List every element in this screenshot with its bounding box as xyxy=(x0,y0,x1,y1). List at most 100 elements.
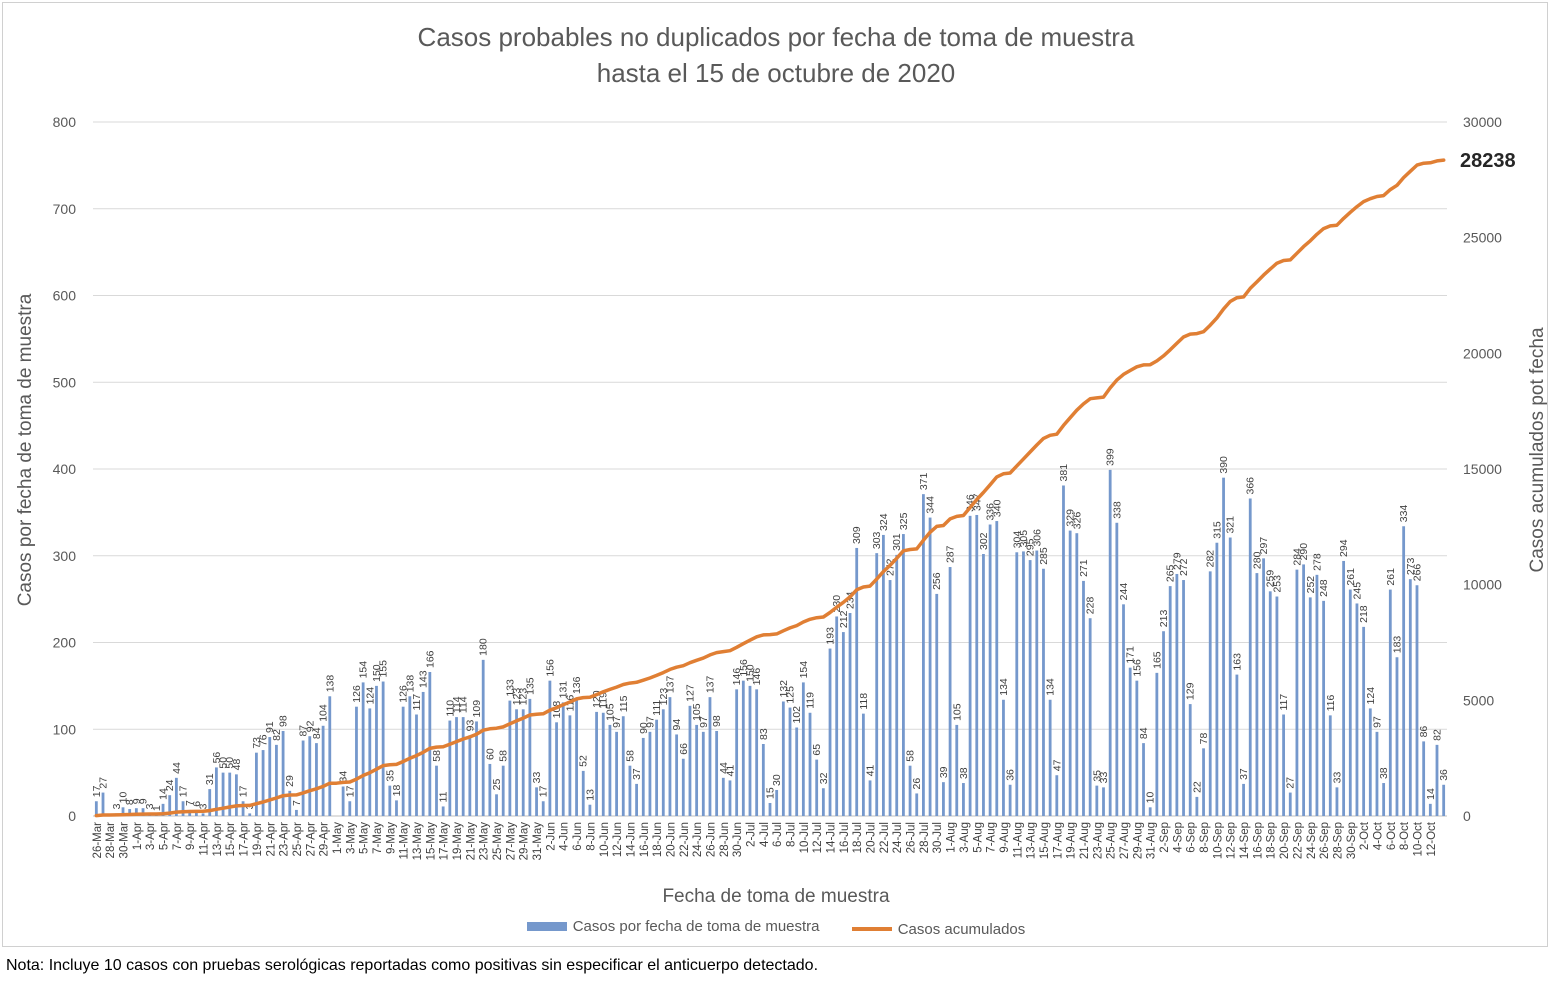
data-label: 294 xyxy=(1338,539,1350,557)
bar xyxy=(1108,469,1112,816)
x-tick-label: 2-Jul xyxy=(745,822,757,847)
x-tick-label: 7-May xyxy=(372,822,384,854)
data-label: 266 xyxy=(1411,564,1423,582)
x-tick-label: 18-Jul xyxy=(852,822,864,853)
bar xyxy=(1082,580,1085,816)
bar xyxy=(214,767,218,816)
bar xyxy=(1335,787,1339,816)
data-label: 338 xyxy=(1111,501,1123,519)
bar xyxy=(975,514,979,816)
data-label: 13 xyxy=(584,789,596,801)
bar xyxy=(1262,558,1265,816)
data-label: 297 xyxy=(1258,537,1270,555)
x-tick-label: 10-Sep xyxy=(1212,822,1224,859)
x-tick-label: 30-Jun xyxy=(732,822,744,857)
data-label: 165 xyxy=(1151,651,1163,669)
data-label: 329 xyxy=(1065,509,1077,527)
x-tick-label: 14-Sep xyxy=(1239,822,1251,859)
final-total-label: 28238 xyxy=(1460,150,1516,172)
x-tick-label: 12-Jul xyxy=(812,822,824,853)
bar xyxy=(521,709,525,816)
x-tick-label: 6-Sep xyxy=(1186,822,1198,853)
data-label: 58 xyxy=(431,750,443,762)
data-label: 334 xyxy=(1398,505,1410,523)
data-label: 38 xyxy=(958,767,970,779)
bar xyxy=(315,743,318,816)
bar xyxy=(1135,680,1139,816)
bar xyxy=(875,553,879,816)
data-label: 116 xyxy=(1325,694,1337,711)
data-label: 143 xyxy=(418,670,430,688)
data-label: 119 xyxy=(805,692,817,709)
x-tick-label: 9-May xyxy=(385,822,397,854)
bar xyxy=(128,809,132,816)
x-tick-label: 15-Apr xyxy=(225,822,237,857)
x-tick-label: 8-Jun xyxy=(585,822,597,851)
data-label: 301 xyxy=(891,533,903,551)
bar xyxy=(962,783,965,816)
x-tick-label: 4-Sep xyxy=(1172,822,1184,853)
x-tick-label: 29-Aug xyxy=(1132,822,1144,859)
x-tick-label: 18-Jun xyxy=(652,822,664,857)
data-label: 65 xyxy=(811,744,823,756)
x-tick-label: 23-May xyxy=(479,822,491,861)
bar xyxy=(661,709,665,816)
x-tick-label: 28-Jun xyxy=(719,822,731,857)
data-label: 282 xyxy=(1205,550,1217,568)
data-label: 154 xyxy=(358,661,370,679)
data-label: 126 xyxy=(398,685,410,703)
bar xyxy=(1275,596,1279,816)
data-label: 56 xyxy=(211,752,223,764)
data-label: 37 xyxy=(1238,768,1250,780)
data-label: 6 xyxy=(191,801,203,807)
x-tick-label: 24-Sep xyxy=(1306,822,1318,859)
bar xyxy=(1355,603,1359,816)
x-tick-label: 22-Sep xyxy=(1292,822,1304,859)
x-tick-label: 28-Mar xyxy=(105,822,117,859)
y-tick-label-right: 15000 xyxy=(1463,461,1502,477)
bar xyxy=(1128,667,1132,816)
bar xyxy=(1295,569,1299,816)
data-label: 336 xyxy=(985,503,997,521)
bar xyxy=(1215,542,1219,816)
y-tick-label-left: 800 xyxy=(53,114,77,130)
bar xyxy=(121,807,125,816)
x-tick-label: 25-Apr xyxy=(292,822,304,857)
x-tick-label: 31-Aug xyxy=(1146,822,1158,859)
bar xyxy=(821,788,825,816)
bar xyxy=(881,534,885,816)
bar xyxy=(595,711,598,816)
bar xyxy=(448,720,452,816)
data-label: 134 xyxy=(998,678,1010,696)
bar xyxy=(708,697,712,816)
bar xyxy=(1388,589,1392,816)
data-label: 27 xyxy=(1285,777,1297,789)
bar xyxy=(668,697,672,816)
data-label: 244 xyxy=(1118,583,1130,601)
bar xyxy=(194,810,198,816)
bar xyxy=(848,613,852,816)
data-label: 117 xyxy=(411,694,423,711)
bar xyxy=(901,534,905,816)
bar xyxy=(615,731,618,816)
data-label: 256 xyxy=(931,572,943,590)
x-tick-label: 7-Apr xyxy=(172,822,184,850)
bar xyxy=(428,671,432,816)
data-label: 138 xyxy=(404,675,416,693)
legend-swatch-line xyxy=(851,927,892,931)
bar xyxy=(1142,743,1145,816)
bar xyxy=(888,580,892,816)
bar xyxy=(1115,522,1119,816)
legend-label-line: Casos acumulados xyxy=(897,920,1026,938)
bar xyxy=(321,725,325,816)
data-label: 105 xyxy=(951,703,963,721)
x-tick-label: 25-Aug xyxy=(1106,822,1118,859)
data-label: 25 xyxy=(491,778,503,790)
bar xyxy=(568,715,572,816)
data-label: 114 xyxy=(451,696,463,713)
bar xyxy=(275,744,278,816)
x-tick-label: 27-May xyxy=(505,822,517,861)
data-label: 97 xyxy=(1371,716,1383,728)
data-label: 271 xyxy=(1078,559,1090,577)
bar xyxy=(174,777,178,816)
